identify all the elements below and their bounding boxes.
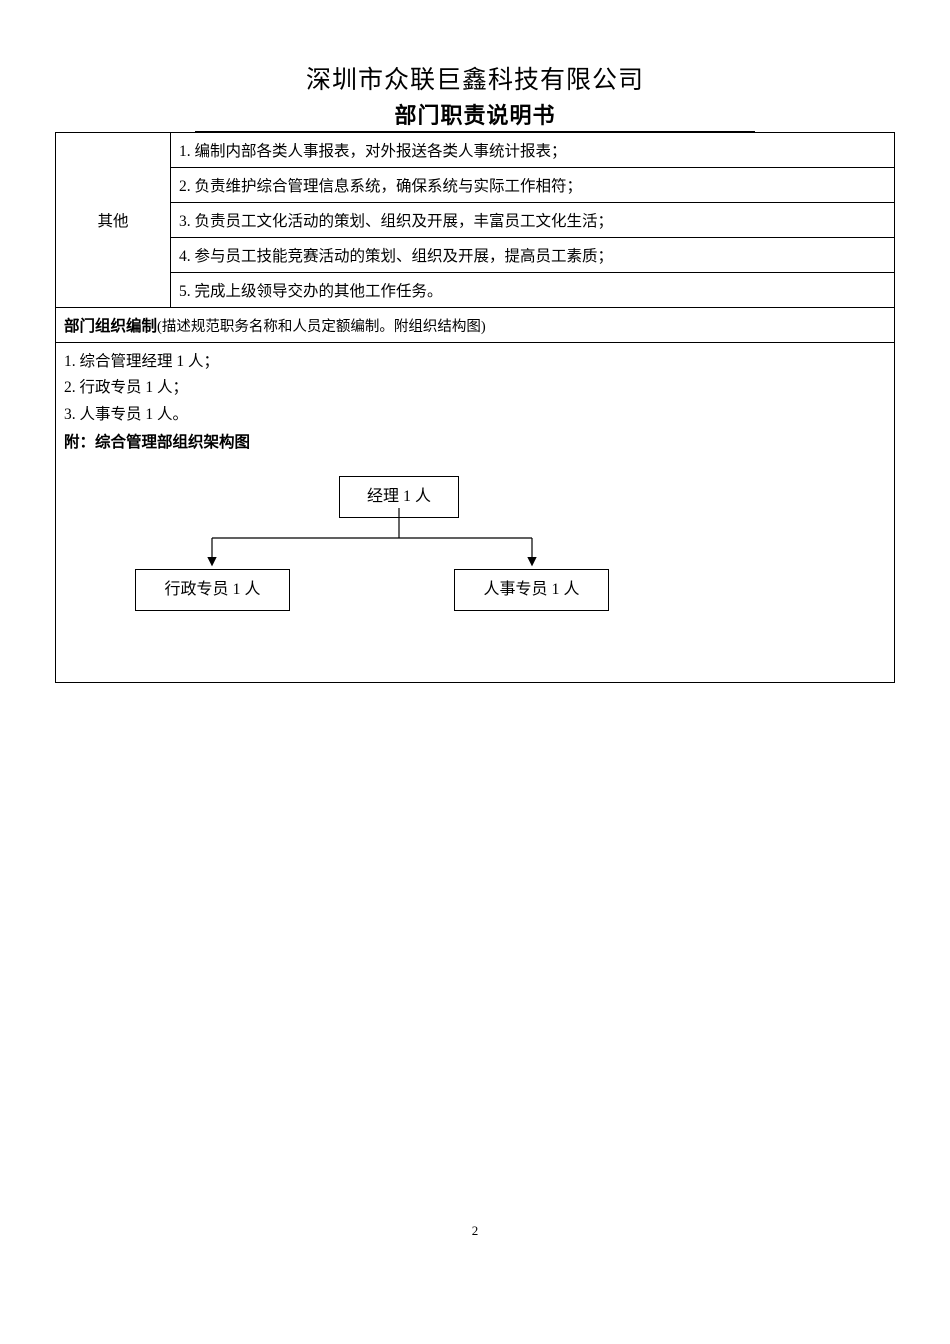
responsibility-item: 4. 参与员工技能竞赛活动的策划、组织及开展，提高员工素质；	[171, 238, 895, 273]
org-node-manager: 经理 1 人	[339, 476, 459, 517]
table-row: 1. 综合管理经理 1 人； 2. 行政专员 1 人； 3. 人事专员 1 人。…	[56, 343, 895, 683]
org-staff-line: 3. 人事专员 1 人。	[64, 402, 886, 428]
org-chart: 经理 1 人 行政专员 1 人 人事专员 1 人	[64, 476, 886, 676]
table-row: 5. 完成上级领导交办的其他工作任务。	[56, 273, 895, 308]
category-cell: 其他	[56, 133, 171, 308]
responsibility-item: 2. 负责维护综合管理信息系统，确保系统与实际工作相符；	[171, 168, 895, 203]
page-container: 深圳市众联巨鑫科技有限公司 部门职责说明书 其他 1. 编制内部各类人事报表，对…	[0, 0, 950, 683]
org-section-title: 部门组织编制	[64, 318, 157, 335]
org-attachment-label: 附：综合管理部组织架构图	[64, 430, 886, 456]
document-title: 部门职责说明书	[195, 98, 755, 132]
page-number: 2	[0, 1223, 950, 1239]
responsibility-item: 5. 完成上级领导交办的其他工作任务。	[171, 273, 895, 308]
table-row: 部门组织编制(描述规范职务名称和人员定额编制。附组织结构图)	[56, 308, 895, 343]
org-section-note: (描述规范职务名称和人员定额编制。附组织结构图)	[157, 319, 486, 335]
table-row: 2. 负责维护综合管理信息系统，确保系统与实际工作相符；	[56, 168, 895, 203]
org-staff-line: 1. 综合管理经理 1 人；	[64, 349, 886, 375]
org-section-header: 部门组织编制(描述规范职务名称和人员定额编制。附组织结构图)	[56, 308, 895, 343]
content-table: 其他 1. 编制内部各类人事报表，对外报送各类人事统计报表； 2. 负责维护综合…	[55, 132, 895, 683]
table-row: 4. 参与员工技能竞赛活动的策划、组织及开展，提高员工素质；	[56, 238, 895, 273]
company-name: 深圳市众联巨鑫科技有限公司	[55, 60, 895, 96]
responsibility-item: 1. 编制内部各类人事报表，对外报送各类人事统计报表；	[171, 133, 895, 168]
org-node-admin: 行政专员 1 人	[135, 569, 290, 610]
table-row: 其他 1. 编制内部各类人事报表，对外报送各类人事统计报表；	[56, 133, 895, 168]
org-staff-line: 2. 行政专员 1 人；	[64, 375, 886, 401]
org-node-hr: 人事专员 1 人	[454, 569, 609, 610]
responsibility-item: 3. 负责员工文化活动的策划、组织及开展，丰富员工文化生活；	[171, 203, 895, 238]
table-row: 3. 负责员工文化活动的策划、组织及开展，丰富员工文化生活；	[56, 203, 895, 238]
org-content-cell: 1. 综合管理经理 1 人； 2. 行政专员 1 人； 3. 人事专员 1 人。…	[56, 343, 895, 683]
